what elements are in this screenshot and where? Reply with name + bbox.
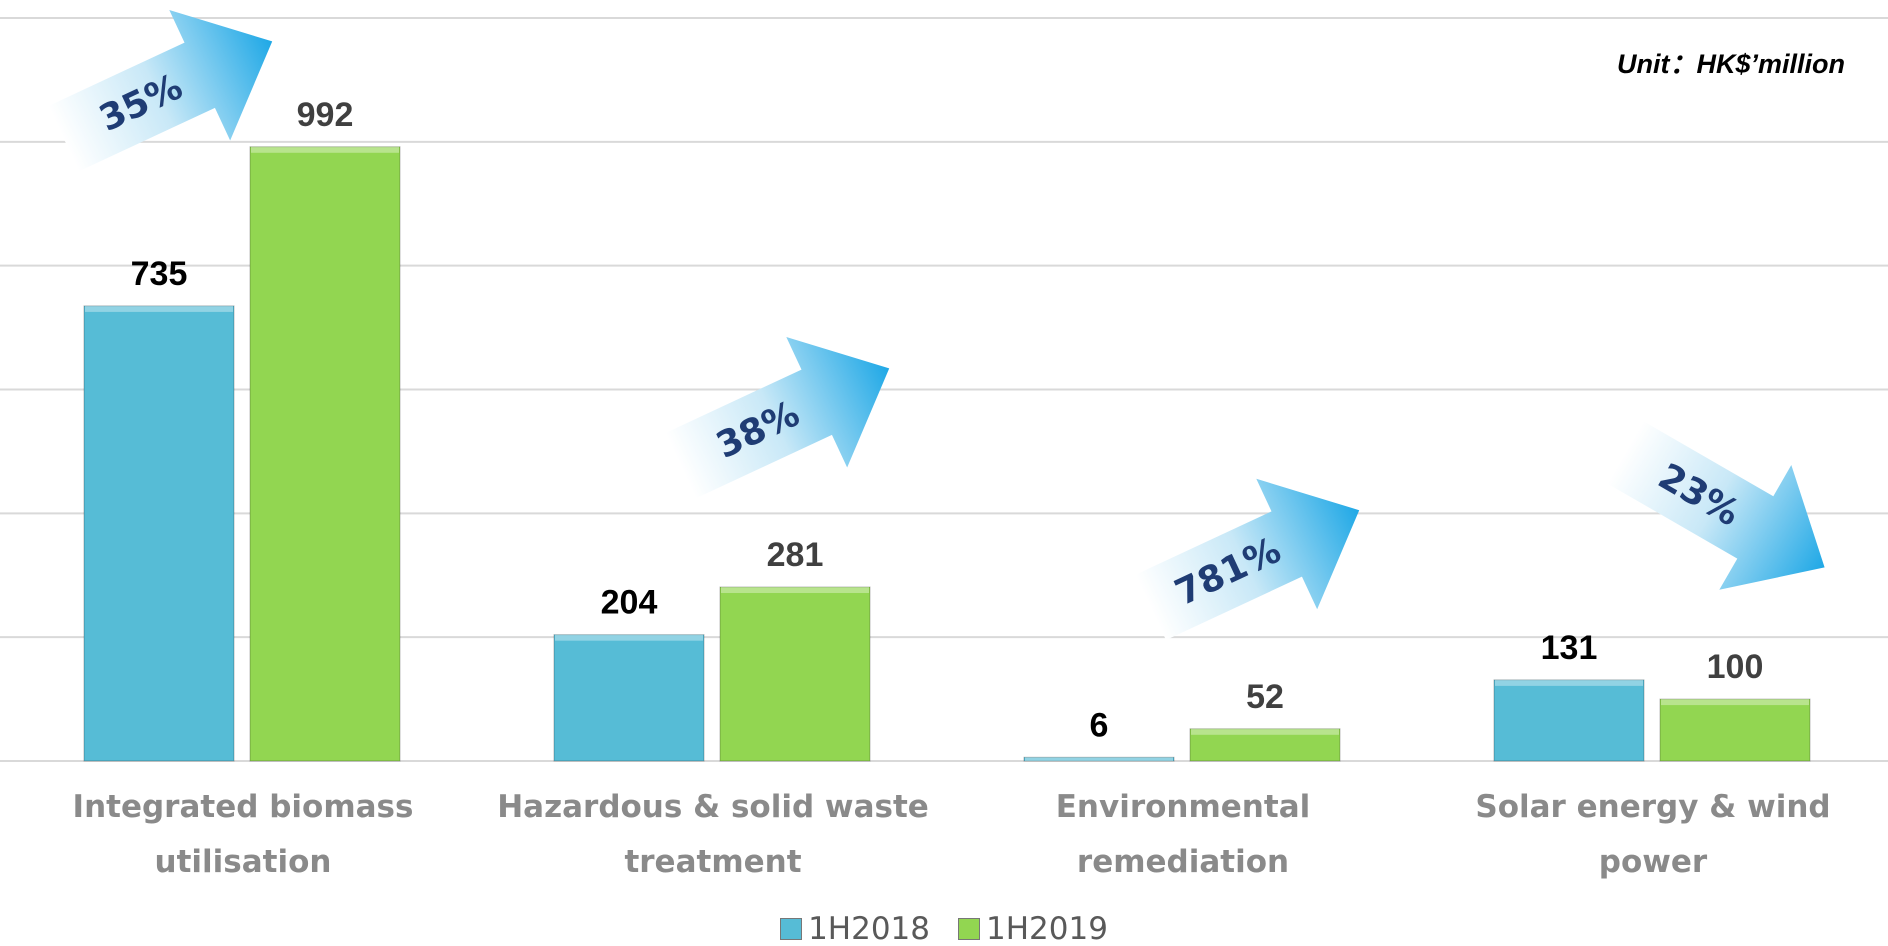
bar bbox=[1493, 679, 1645, 762]
bar-bevel bbox=[1191, 728, 1339, 735]
arrow-shape bbox=[665, 336, 890, 499]
legend-item: 1H2019 bbox=[958, 912, 1108, 946]
x-tick-label: Environmental remediation bbox=[1055, 789, 1311, 880]
legend-item: 1H2018 bbox=[780, 912, 930, 946]
bar bbox=[719, 586, 871, 762]
bar-bevel bbox=[555, 634, 703, 641]
bar bbox=[83, 305, 235, 762]
unit-label: Unit：HK$’million bbox=[1617, 49, 1845, 79]
legend-label: 1H2018 bbox=[808, 911, 930, 946]
growth-arrow: 781% bbox=[1135, 478, 1360, 641]
arrow-shape bbox=[48, 9, 273, 172]
bar-bevel bbox=[1025, 757, 1173, 761]
growth-arrow: 23% bbox=[1607, 421, 1825, 590]
value-label: 992 bbox=[297, 96, 354, 134]
bar bbox=[1023, 756, 1175, 762]
value-label: 6 bbox=[1090, 706, 1109, 744]
bar-bevel bbox=[1495, 679, 1643, 686]
arrow-shape bbox=[1135, 478, 1360, 641]
bar-bevel bbox=[721, 587, 869, 594]
arrow-shape bbox=[1607, 421, 1825, 590]
x-tick-label: Hazardous & solid waste treatment bbox=[497, 789, 929, 880]
legend-swatch bbox=[780, 918, 803, 940]
value-label: 52 bbox=[1246, 678, 1284, 716]
bar bbox=[1189, 728, 1341, 762]
value-label: 204 bbox=[601, 584, 658, 622]
value-label: 100 bbox=[1707, 648, 1764, 686]
x-tick-label: Solar energy & wind power bbox=[1475, 789, 1831, 880]
bar-bevel bbox=[85, 305, 233, 312]
value-label: 735 bbox=[131, 255, 188, 293]
growth-arrow: 35% bbox=[48, 9, 273, 172]
bar-bevel bbox=[1661, 699, 1809, 706]
legend-label: 1H2019 bbox=[986, 911, 1108, 946]
value-label: 131 bbox=[1541, 629, 1598, 667]
value-label: 281 bbox=[767, 536, 824, 574]
legend: 1H2018 1H2019 bbox=[0, 912, 1888, 946]
growth-arrow: 38% bbox=[665, 336, 890, 499]
bar bbox=[249, 146, 401, 762]
legend-swatch bbox=[958, 918, 980, 940]
bar-bevel bbox=[251, 146, 399, 153]
bar bbox=[1659, 698, 1811, 762]
bar bbox=[553, 634, 705, 762]
x-tick-label: Integrated biomass utilisation bbox=[72, 789, 414, 880]
